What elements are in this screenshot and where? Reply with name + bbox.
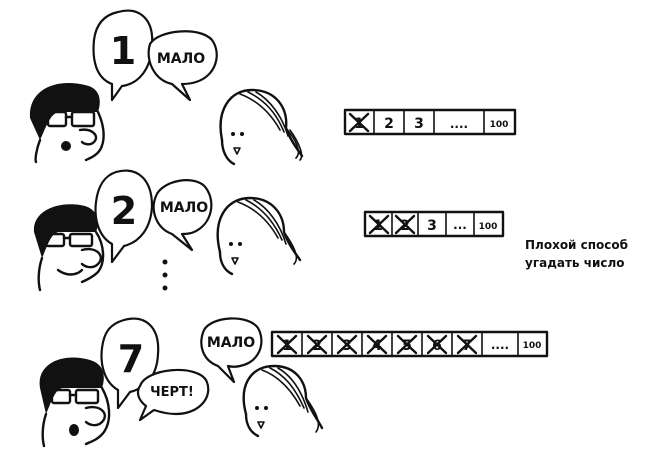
caption-line-2: угадать число	[525, 256, 625, 270]
caption-line-1: Плохой способ	[525, 238, 629, 252]
exclaim-text: ЧЕРТ!	[150, 385, 194, 400]
strip-cell: 2	[384, 116, 394, 132]
woman-character	[219, 88, 304, 166]
reply-bubble-3: МАЛО	[200, 317, 263, 384]
reply-text-2: МАЛО	[160, 200, 208, 216]
scene-3: 7 ЧЕРТ! МАЛО	[39, 317, 549, 448]
reply-bubble-1: МАЛО	[147, 30, 218, 102]
strip-cell: ....	[491, 338, 509, 352]
woman-character	[216, 196, 302, 276]
guess-number-1: 1	[110, 29, 136, 73]
reply-text-3: МАЛО	[207, 335, 255, 351]
guess-bubble-3: 7	[100, 317, 160, 410]
scene-1: 1 МАЛО 1 2	[29, 9, 517, 166]
strip-cell: 100	[490, 120, 509, 130]
strip-cell: 100	[523, 341, 542, 351]
strip-cell: 3	[414, 116, 424, 132]
number-strip-2: 1 2 3 ... 100	[363, 210, 505, 238]
guess-number-3: 7	[118, 337, 144, 381]
man-character	[29, 83, 105, 164]
strip-cell: ....	[450, 117, 468, 131]
man-character	[39, 357, 111, 448]
strip-cell: 3	[427, 218, 437, 234]
number-strip-1: 1 2 3 .... 100	[343, 108, 517, 136]
guess-bubble-2: 2	[94, 169, 154, 264]
guess-number-2: 2	[111, 189, 137, 233]
man-character	[33, 204, 105, 292]
caption: Плохой способ угадать число	[525, 236, 665, 272]
ellipsis-dots	[162, 259, 168, 291]
scene-2: 2 МАЛО	[33, 169, 505, 292]
reply-text-1: МАЛО	[157, 51, 205, 67]
exclaim-bubble: ЧЕРТ!	[136, 368, 210, 422]
woman-character	[242, 364, 324, 438]
number-strip-3: 1 2 3 4 5 6 7 .... 100	[270, 330, 549, 358]
strip-cell: 100	[479, 222, 498, 232]
guess-bubble-1: 1	[92, 9, 154, 102]
reply-bubble-2: МАЛО	[152, 179, 213, 252]
strip-cell: ...	[453, 218, 467, 232]
